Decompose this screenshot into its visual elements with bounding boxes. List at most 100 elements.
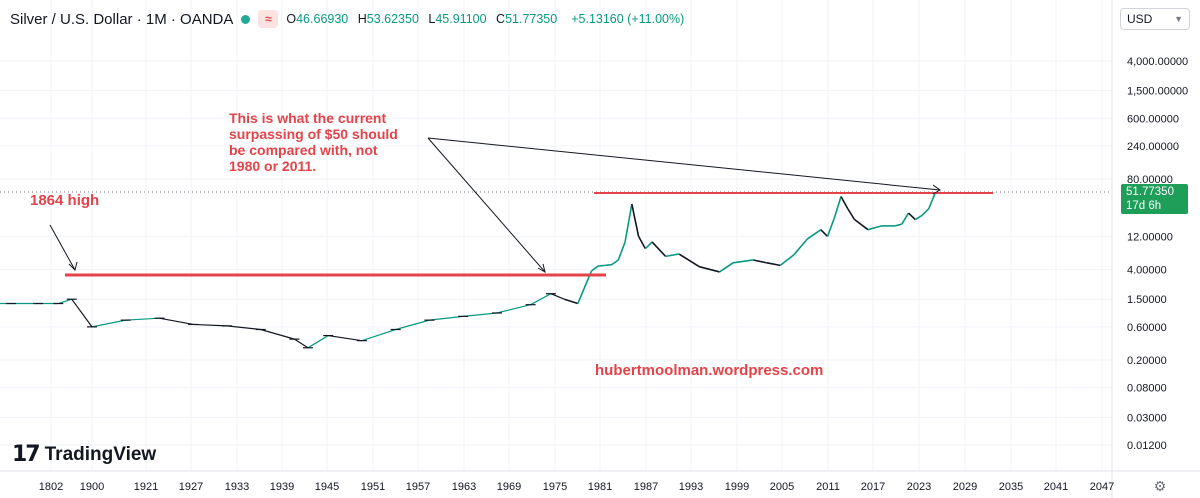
price-segment [753,259,767,264]
close-label: C [496,12,506,26]
price-tick-label: 12.00000 [1127,231,1173,243]
arrow-to-1974[interactable] [427,137,546,273]
watermark-url: hubertmoolman.wordpress.com [595,362,824,379]
time-tick-label: 1957 [406,481,430,493]
price-axis[interactable]: 4,000.00000 1,500.00000 600.00000 240.00000… [1127,56,1188,452]
time-tick-label: 1900 [80,481,104,493]
annotation-1864-high[interactable]: 1864 high [30,192,100,209]
price-segment [590,265,599,272]
price-segment [564,298,579,305]
time-tick-label: 1969 [497,481,521,493]
time-tick-label: 1963 [452,481,476,493]
price-tick-label: 0.20000 [1127,355,1167,367]
price-segment [894,223,902,227]
price-tick-label: 1.50000 [1127,294,1167,306]
time-tick-label: 2029 [953,481,977,493]
arrow-1864[interactable] [49,224,76,271]
symbol-title[interactable]: Silver / U.S. Dollar · 1M · OANDA [10,10,234,28]
time-tick-label: 2035 [999,481,1023,493]
price-segment [193,323,227,327]
bar-countdown: 17d 6h [1126,200,1162,212]
arrowhead-2025 [932,184,941,195]
price-segment [847,208,856,220]
tradingview-logo-icon: 17 [12,442,41,467]
time-tick-label: 2023 [907,481,931,493]
last-price: 51.77350 [1126,186,1174,198]
price-segment [530,293,552,306]
market-status-dot [241,14,251,24]
time-tick-label: 1999 [725,481,749,493]
time-axis[interactable]: 1802 1900 1921 1927 1933 1939 1945 1951 1957 1963… [39,481,1114,493]
price-tick-label: 600.00000 [1127,113,1179,125]
price-segment [125,317,160,321]
price-segment [361,328,396,342]
price-tick-label: 0.01200 [1127,440,1167,452]
price-segment [651,241,667,257]
price-segment [914,214,923,221]
time-tick-label: 1987 [634,481,658,493]
time-tick-label: 1933 [225,481,249,493]
price-segment [732,259,754,264]
price-segment [867,225,882,231]
time-tick-label: 1927 [179,481,203,493]
open-value: 46.66930 [296,12,349,26]
price-segment [907,212,916,221]
arrow-to-2025[interactable] [427,137,941,191]
price-tick-label: 0.08000 [1127,383,1167,395]
price-segment [328,334,363,342]
arrowhead-1974 [537,263,546,274]
price-segment [631,203,640,237]
time-tick-label: 2011 [816,481,840,493]
time-tick-label: 1951 [361,481,385,493]
currency-select[interactable]: USD ▼ [1120,8,1190,30]
price-segment [806,229,822,240]
tradingview-wordmark: TradingView [44,443,157,465]
price-segment [826,217,836,237]
low-value: 45.91100 [435,12,487,26]
price-segment [463,312,497,317]
price-segment [854,218,869,231]
price-segment [550,293,565,300]
tradingview-logo[interactable]: 17 TradingView [12,442,156,467]
currency-label: USD [1127,12,1153,26]
compare-icon[interactable]: ≈ [258,10,279,28]
price-segment [604,263,612,267]
time-tick-label: 1981 [588,481,612,493]
price-segment [644,241,653,250]
annotation-arrows[interactable] [49,137,941,274]
time-tick-label: 2047 [1090,481,1114,493]
price-segment [840,196,849,210]
price-segment [901,212,910,225]
price-segment [91,319,126,328]
price-tick-label: 240.00000 [1127,141,1179,153]
price-tick-label: 0.03000 [1127,412,1167,424]
annotation-line-3: be compared with, not [229,142,378,158]
price-tick-label: 0.60000 [1127,322,1167,334]
price-segment [496,304,531,314]
time-tick-label: 1921 [134,481,158,493]
price-segment [429,315,464,321]
time-tick-label: 1975 [543,481,567,493]
time-tick-label: 1939 [270,481,294,493]
low-label: L [428,12,436,26]
price-segment [617,241,626,261]
time-tick-label: 1802 [39,481,63,493]
price-segment [71,298,93,328]
price-segment [928,191,937,210]
gear-icon[interactable]: ⚙ [1153,478,1167,494]
grid-lines [0,0,1112,471]
price-segment [793,238,808,256]
price-tick-label: 4.00000 [1127,265,1167,277]
ohlc-values: O46.66930 H53.62350 L45.91100 C51.77350 [286,12,563,26]
high-label: H [357,12,367,26]
price-segment [598,264,605,267]
annotation-main[interactable]: This is what the current surpassing of $… [229,110,419,174]
chart-legend: Silver / U.S. Dollar · 1M · OANDA ≈ O46.… [10,8,684,30]
price-tick-label: 80.00000 [1127,174,1173,186]
change-value: +5.13160 (+11.00%) [571,12,685,26]
annotation-line-4: 1980 or 2011. [229,158,317,174]
time-tick-label: 1945 [315,481,339,493]
price-segment [58,298,72,305]
time-tick-label: 2041 [1044,481,1068,493]
